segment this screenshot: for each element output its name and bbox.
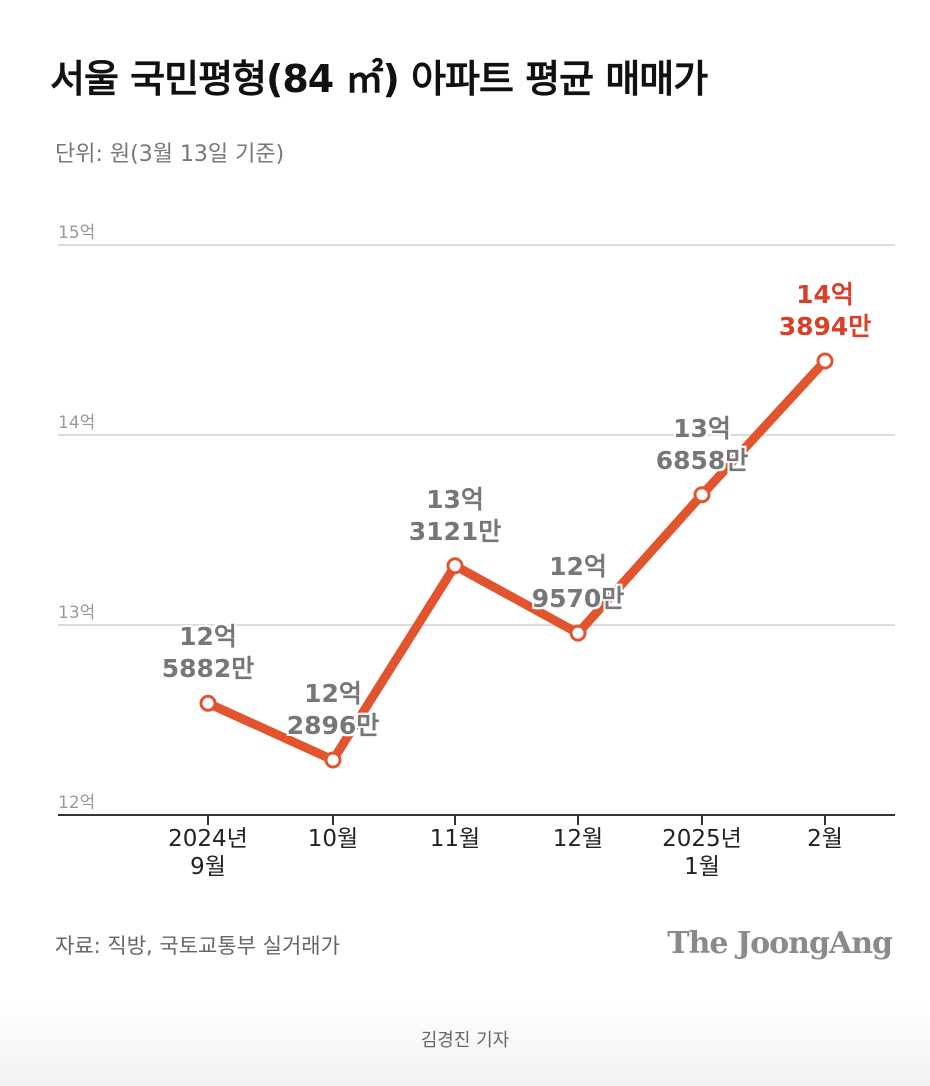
point — [199, 694, 217, 712]
value-label: 12억 2896만 — [286, 678, 380, 740]
y-tick-label: 14억 — [58, 413, 96, 433]
y-tick-label: 12억 — [58, 793, 96, 813]
point — [324, 751, 342, 769]
point — [569, 624, 587, 642]
point — [446, 557, 464, 575]
point — [693, 486, 711, 504]
value-label: 14억 3894만 — [778, 280, 872, 341]
value-label: 12억 9570만 — [531, 552, 625, 614]
x-tick-label: 2024년 9월 — [168, 826, 248, 880]
value-label: 12억 5882만 — [161, 622, 255, 684]
series-line — [206, 357, 829, 765]
byline: 김경진 기자 — [420, 1030, 510, 1051]
y-tick-label: 13억 — [58, 603, 96, 623]
credit: The JoongAng — [667, 926, 893, 961]
value-label: 13억 3121만 — [408, 484, 502, 546]
chart-title: 서울 국민평형(84 ㎡) 아파트 평균 매매가 — [50, 57, 708, 101]
source: 자료: 직방, 국토교통부 실거래가 — [55, 934, 340, 958]
value-label: 13억 6858만 — [655, 413, 749, 475]
x-tick-label: 12월 — [552, 826, 604, 852]
point — [816, 352, 834, 370]
y-tick-label: 15억 — [58, 223, 96, 243]
x-tick-label: 11월 — [429, 826, 481, 852]
x-tick-label: 2월 — [807, 826, 843, 852]
x-tick-label: 2025년 1월 — [662, 826, 742, 880]
x-tick-label: 10월 — [307, 826, 359, 852]
chart-subtitle: 단위: 원(3월 13일 기준) — [55, 142, 285, 167]
